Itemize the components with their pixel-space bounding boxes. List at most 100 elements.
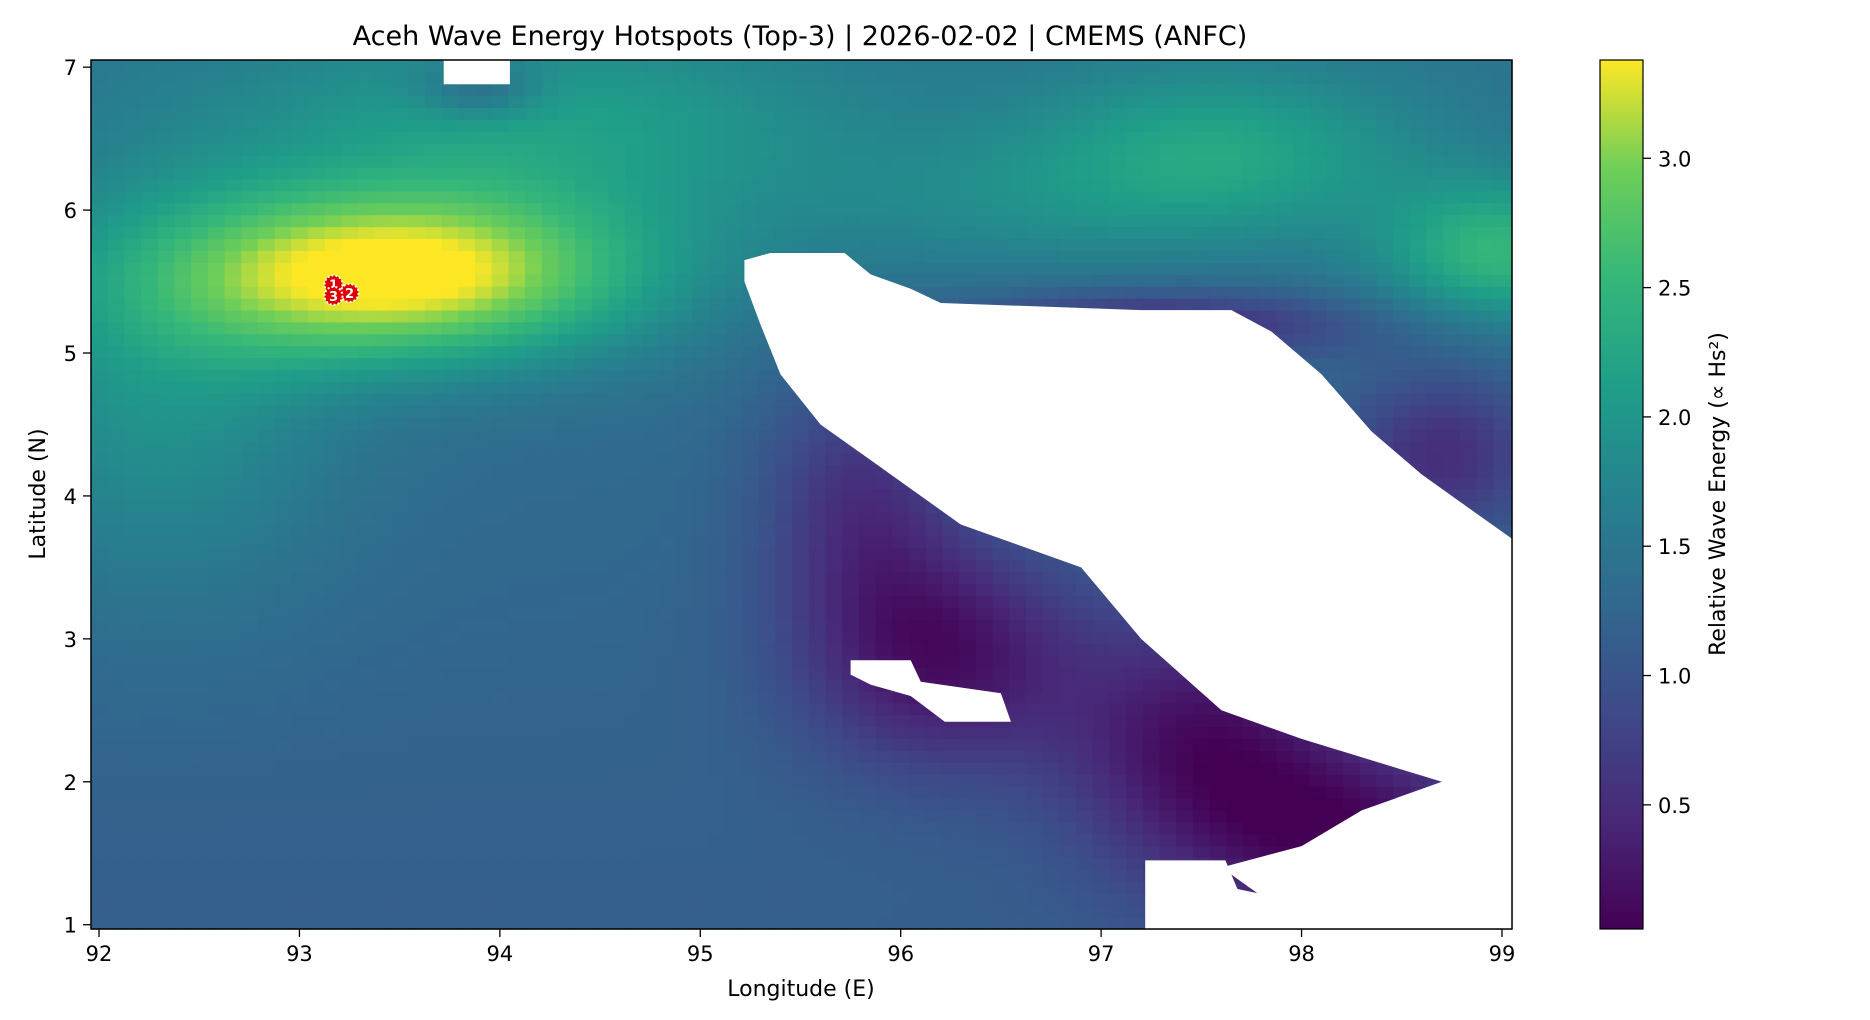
heatmap-cell bbox=[742, 357, 760, 371]
heatmap-cell bbox=[692, 297, 710, 311]
heatmap-cell bbox=[742, 738, 760, 752]
heatmap-cell bbox=[992, 905, 1010, 918]
heatmap-cell bbox=[241, 464, 259, 478]
heatmap-cell bbox=[358, 250, 376, 263]
heatmap-cell bbox=[808, 619, 827, 632]
heatmap-cell bbox=[491, 548, 509, 561]
heatmap-cell bbox=[658, 381, 676, 394]
heatmap-cell bbox=[625, 262, 643, 275]
heatmap-cell bbox=[474, 345, 493, 359]
heatmap-cell bbox=[308, 809, 326, 823]
heatmap-cell bbox=[1025, 809, 1044, 823]
heatmap-cell bbox=[1159, 786, 1177, 799]
heatmap-cell bbox=[1126, 726, 1144, 740]
heatmap-cell bbox=[491, 571, 509, 585]
heatmap-cell bbox=[508, 667, 526, 680]
heatmap-cell bbox=[541, 762, 560, 775]
heatmap-cell bbox=[174, 619, 192, 632]
heatmap-cell bbox=[1076, 821, 1094, 835]
heatmap-cell bbox=[124, 274, 142, 287]
heatmap-cell bbox=[892, 500, 910, 513]
heatmap-cell bbox=[1493, 428, 1511, 442]
heatmap-cell bbox=[341, 428, 359, 442]
heatmap-cell bbox=[174, 476, 192, 490]
heatmap-cell bbox=[575, 667, 593, 680]
heatmap-cell bbox=[875, 726, 893, 740]
heatmap-cell bbox=[341, 548, 359, 561]
heatmap-cell bbox=[391, 905, 409, 918]
heatmap-cell bbox=[575, 821, 593, 835]
heatmap-cell bbox=[157, 738, 176, 752]
heatmap-cell bbox=[641, 833, 660, 847]
heatmap-cell bbox=[925, 774, 944, 787]
heatmap-cell bbox=[758, 631, 777, 644]
heatmap-cell bbox=[1409, 440, 1428, 454]
heatmap-cell bbox=[241, 559, 259, 573]
heatmap-cell bbox=[257, 678, 276, 692]
heatmap-cell bbox=[274, 309, 292, 323]
heatmap-cell bbox=[742, 631, 760, 644]
heatmap-cell bbox=[1042, 845, 1060, 859]
heatmap-cell bbox=[391, 786, 409, 799]
heatmap-cell bbox=[558, 643, 576, 656]
heatmap-cell bbox=[391, 619, 409, 632]
heatmap-cell bbox=[1209, 845, 1227, 859]
heatmap-cell bbox=[274, 488, 292, 501]
heatmap-cell bbox=[391, 440, 409, 454]
heatmap-cell bbox=[107, 369, 125, 382]
heatmap-cell bbox=[692, 762, 710, 775]
heatmap-cell bbox=[291, 440, 309, 454]
heatmap-cell bbox=[124, 393, 142, 406]
heatmap-cell bbox=[1309, 262, 1328, 275]
heatmap-cell bbox=[424, 345, 443, 359]
heatmap-cell bbox=[1176, 262, 1194, 275]
heatmap-cell bbox=[341, 833, 359, 847]
heatmap-cell bbox=[1209, 798, 1227, 811]
heatmap-cell bbox=[742, 345, 760, 359]
heatmap-cell bbox=[1309, 333, 1328, 347]
heatmap-cell bbox=[291, 690, 309, 704]
heatmap-cell bbox=[1059, 238, 1077, 251]
heatmap-cell bbox=[1209, 786, 1227, 799]
heatmap-cell bbox=[1293, 809, 1311, 823]
heatmap-cell bbox=[525, 631, 543, 644]
heatmap-cell bbox=[257, 619, 276, 632]
heatmap-cell bbox=[107, 905, 125, 918]
heatmap-cell bbox=[992, 881, 1010, 894]
heatmap-cell bbox=[775, 881, 793, 894]
heatmap-cell bbox=[191, 583, 209, 597]
heatmap-cell bbox=[758, 452, 777, 466]
heatmap-cell bbox=[858, 905, 877, 918]
heatmap-cell bbox=[341, 262, 359, 275]
heatmap-cell bbox=[558, 512, 576, 525]
heatmap-cell bbox=[291, 583, 309, 597]
heatmap-cell bbox=[391, 262, 409, 275]
heatmap-cell bbox=[1343, 345, 1361, 359]
heatmap-cell bbox=[1293, 762, 1311, 775]
heatmap-cell bbox=[858, 690, 877, 704]
heatmap-cell bbox=[207, 798, 226, 811]
heatmap-cell bbox=[1092, 297, 1111, 311]
heatmap-cell bbox=[374, 678, 393, 692]
heatmap-cell bbox=[141, 690, 159, 704]
heatmap-cell bbox=[608, 500, 626, 513]
heatmap-cell bbox=[424, 881, 443, 894]
heatmap-cell bbox=[575, 595, 593, 609]
heatmap-cell bbox=[374, 417, 393, 430]
heatmap-cell bbox=[708, 750, 727, 763]
heatmap-cell bbox=[1376, 405, 1394, 418]
heatmap-cell bbox=[441, 250, 459, 263]
heatmap-cell bbox=[224, 905, 242, 918]
heatmap-cell bbox=[107, 345, 125, 359]
heatmap-cell bbox=[1460, 333, 1478, 347]
heatmap-cell bbox=[541, 333, 560, 347]
heatmap-cell bbox=[725, 357, 743, 371]
heatmap-cell bbox=[1326, 369, 1344, 382]
heatmap-cell bbox=[775, 750, 793, 763]
heatmap-cell bbox=[474, 726, 493, 740]
heatmap-cell bbox=[324, 464, 343, 478]
heatmap-cell bbox=[858, 631, 877, 644]
heatmap-cell bbox=[274, 750, 292, 763]
heatmap-cell bbox=[909, 762, 927, 775]
heatmap-cell bbox=[558, 559, 576, 573]
